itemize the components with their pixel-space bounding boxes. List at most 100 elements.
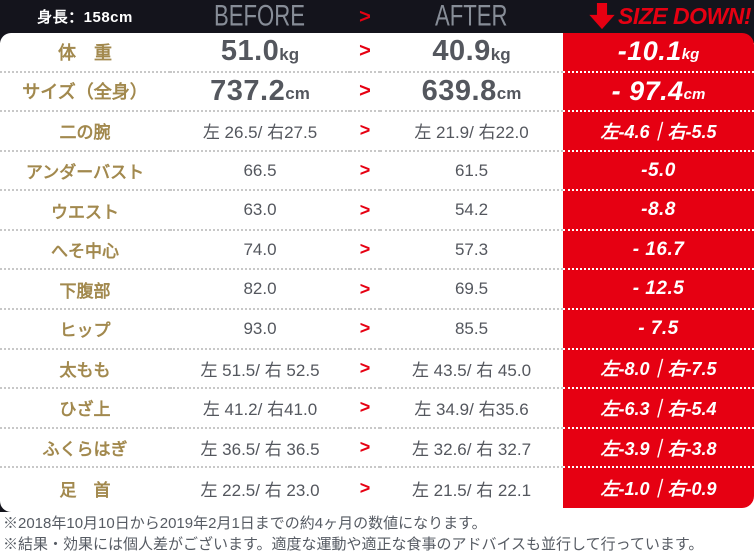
chevron-right-icon: > xyxy=(359,318,371,339)
measurement-label-cell: ひざ上 xyxy=(0,389,170,429)
chevron-right-icon: > xyxy=(359,278,371,299)
measurement-label-cell: 下腹部 xyxy=(0,270,170,311)
table-row: 太もも 左 51.5/ 右 52.5 > 左 43.5/ 右 45.0 左-8.… xyxy=(0,350,754,390)
measurement-label: サイズ（全身） xyxy=(22,82,148,103)
sizedown-value: - 12.5 xyxy=(632,278,685,300)
before-value-cell: 51.0 kg xyxy=(170,33,350,73)
footnote-line-1: ※2018年10月10日から2019年2月1日までの約4ヶ月の数値になります。 xyxy=(3,515,487,532)
after-value: 左 21.5/ 右 22.1 xyxy=(411,480,532,500)
sizedown-unit: cm xyxy=(683,85,706,103)
header-bar: 身長：158cm BEFORE > AFTER SIZE DOWN! xyxy=(0,0,754,33)
before-value-cell: 左 51.5/ 右 52.5 xyxy=(170,350,350,390)
row-arrow-cell: > xyxy=(350,112,380,152)
before-value: 左 26.5/ 右27.5 xyxy=(202,123,318,143)
sizedown-value-cell: 左-6.3｜右-5.4 xyxy=(563,389,754,429)
before-value: 74.0 xyxy=(243,239,277,259)
measurement-label-cell: サイズ（全身） xyxy=(0,73,170,113)
measurement-label: ウエスト xyxy=(51,202,119,222)
before-value-cell: 93.0 xyxy=(170,310,350,350)
row-arrow-cell: > xyxy=(350,73,380,113)
before-header-text: BEFORE xyxy=(214,0,306,33)
after-value-cell: 左 43.5/ 右 45.0 xyxy=(380,350,563,390)
measurement-label-cell: ふくらはぎ xyxy=(0,429,170,469)
sizedown-header: SIZE DOWN! xyxy=(563,3,754,30)
table-row: アンダーバスト 66.5 > 61.5 -5.0 xyxy=(0,152,754,192)
down-arrow-icon xyxy=(589,3,615,30)
sizedown-value: 左-4.6｜右-5.5 xyxy=(600,121,717,142)
after-value-cell: 57.3 xyxy=(380,231,563,271)
after-value-cell: 左 21.9/ 右22.0 xyxy=(380,112,563,152)
chevron-right-icon: > xyxy=(359,239,371,260)
after-unit: kg xyxy=(490,44,511,64)
after-value: 左 34.9/ 右35.6 xyxy=(414,400,529,420)
sizedown-value-cell: 左-3.9｜右-3.8 xyxy=(563,429,754,469)
measurement-label-cell: へそ中心 xyxy=(0,231,170,271)
chevron-right-icon: > xyxy=(359,5,371,28)
after-value: 57.3 xyxy=(454,239,489,259)
table-row: 下腹部 82.0 > 69.5 - 12.5 xyxy=(0,270,754,311)
chevron-right-icon: > xyxy=(359,357,371,378)
sizedown-value-cell: - 97.4 cm xyxy=(563,73,754,113)
before-value: 82.0 xyxy=(243,279,277,299)
measurement-label: 下腹部 xyxy=(59,281,111,301)
chevron-right-icon: > xyxy=(359,160,371,181)
before-unit: cm xyxy=(285,84,310,104)
measurement-label-cell: 体 重 xyxy=(0,33,170,73)
sizedown-header-text: SIZE DOWN! xyxy=(618,3,752,29)
sizedown-value-cell: 左-1.0｜右-0.9 xyxy=(563,468,754,508)
row-arrow-cell: > xyxy=(350,231,380,271)
table-row: ひざ上 左 41.2/ 右41.0 > 左 34.9/ 右35.6 左-6.3｜… xyxy=(0,389,754,429)
table-row: 二の腕 左 26.5/ 右27.5 > 左 21.9/ 右22.0 左-4.6｜… xyxy=(0,112,754,152)
sizedown-value: 左-6.3｜右-5.4 xyxy=(600,398,717,419)
table-row: ウエスト 63.0 > 54.2 -8.8 xyxy=(0,191,754,231)
before-value-cell: 左 41.2/ 右41.0 xyxy=(170,389,350,429)
measurement-label-cell: 太もも xyxy=(0,350,170,390)
chevron-right-icon: > xyxy=(359,477,371,498)
sizedown-value: 左-1.0｜右-0.9 xyxy=(600,479,717,500)
before-value-cell: 左 22.5/ 右 23.0 xyxy=(170,468,350,508)
measurement-label: ひざ上 xyxy=(59,400,111,420)
after-value: 左 32.6/ 右 32.7 xyxy=(411,440,532,460)
sizedown-value-cell: - 12.5 xyxy=(563,270,754,311)
measurement-label: 足 首 xyxy=(59,480,111,500)
sizedown-value-cell: -10.1 kg xyxy=(563,33,754,73)
chevron-right-icon: > xyxy=(359,199,371,220)
after-value: 54.2 xyxy=(454,200,489,220)
before-value-cell: 63.0 xyxy=(170,191,350,231)
sizedown-column-background xyxy=(563,33,754,508)
after-value-cell: 左 32.6/ 右 32.7 xyxy=(380,429,563,469)
after-value: 左 43.5/ 右 45.0 xyxy=(411,360,532,380)
measurement-label-cell: ウエスト xyxy=(0,191,170,231)
sizedown-value-cell: -5.0 xyxy=(563,152,754,192)
after-value: 左 21.9/ 右22.0 xyxy=(414,123,529,143)
chevron-right-icon: > xyxy=(359,437,371,458)
measurement-table: 体 重 51.0 kg > 40.9 kg -10.1 kg サイズ（全身） 737.… xyxy=(0,33,754,508)
before-value: 左 41.2/ 右41.0 xyxy=(202,400,318,420)
sizedown-value: 左-8.0｜右-7.5 xyxy=(600,359,717,380)
table-row: 体 重 51.0 kg > 40.9 kg -10.1 kg xyxy=(0,33,754,73)
row-arrow-cell: > xyxy=(350,270,380,311)
before-value: 51.0 xyxy=(220,35,280,68)
sizedown-value-cell: - 16.7 xyxy=(563,231,754,271)
before-value: 左 36.5/ 右 36.5 xyxy=(200,440,320,460)
measurement-label: 体 重 xyxy=(58,42,112,63)
after-value-cell: 69.5 xyxy=(380,270,563,311)
after-value: 85.5 xyxy=(454,318,489,338)
sizedown-value-cell: 左-8.0｜右-7.5 xyxy=(563,350,754,390)
row-arrow-cell: > xyxy=(350,152,380,192)
measurement-label: アンダーバスト xyxy=(25,163,145,183)
after-value: 69.5 xyxy=(454,279,489,299)
sizedown-value: -8.8 xyxy=(641,199,676,221)
measurement-label-cell: 足 首 xyxy=(0,468,170,508)
sizedown-value: - 7.5 xyxy=(638,317,679,339)
after-value: 61.5 xyxy=(454,160,489,180)
before-value: 63.0 xyxy=(243,200,277,220)
measurement-label: ふくらはぎ xyxy=(42,440,128,460)
row-arrow-cell: > xyxy=(350,310,380,350)
measurement-label: 太もも xyxy=(59,360,111,380)
before-value-cell: 737.2 cm xyxy=(170,73,350,113)
sizedown-value-cell: 左-4.6｜右-5.5 xyxy=(563,112,754,152)
chevron-right-icon: > xyxy=(359,79,371,102)
chevron-right-icon: > xyxy=(359,40,371,63)
row-arrow-cell: > xyxy=(350,350,380,390)
